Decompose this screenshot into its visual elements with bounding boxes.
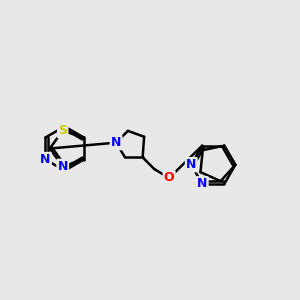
Text: N: N (111, 136, 121, 149)
Text: O: O (164, 172, 175, 184)
Text: N: N (197, 177, 208, 190)
Text: N: N (186, 158, 196, 171)
Text: N: N (40, 153, 51, 166)
Text: S: S (58, 124, 67, 137)
Text: N: N (58, 160, 68, 173)
